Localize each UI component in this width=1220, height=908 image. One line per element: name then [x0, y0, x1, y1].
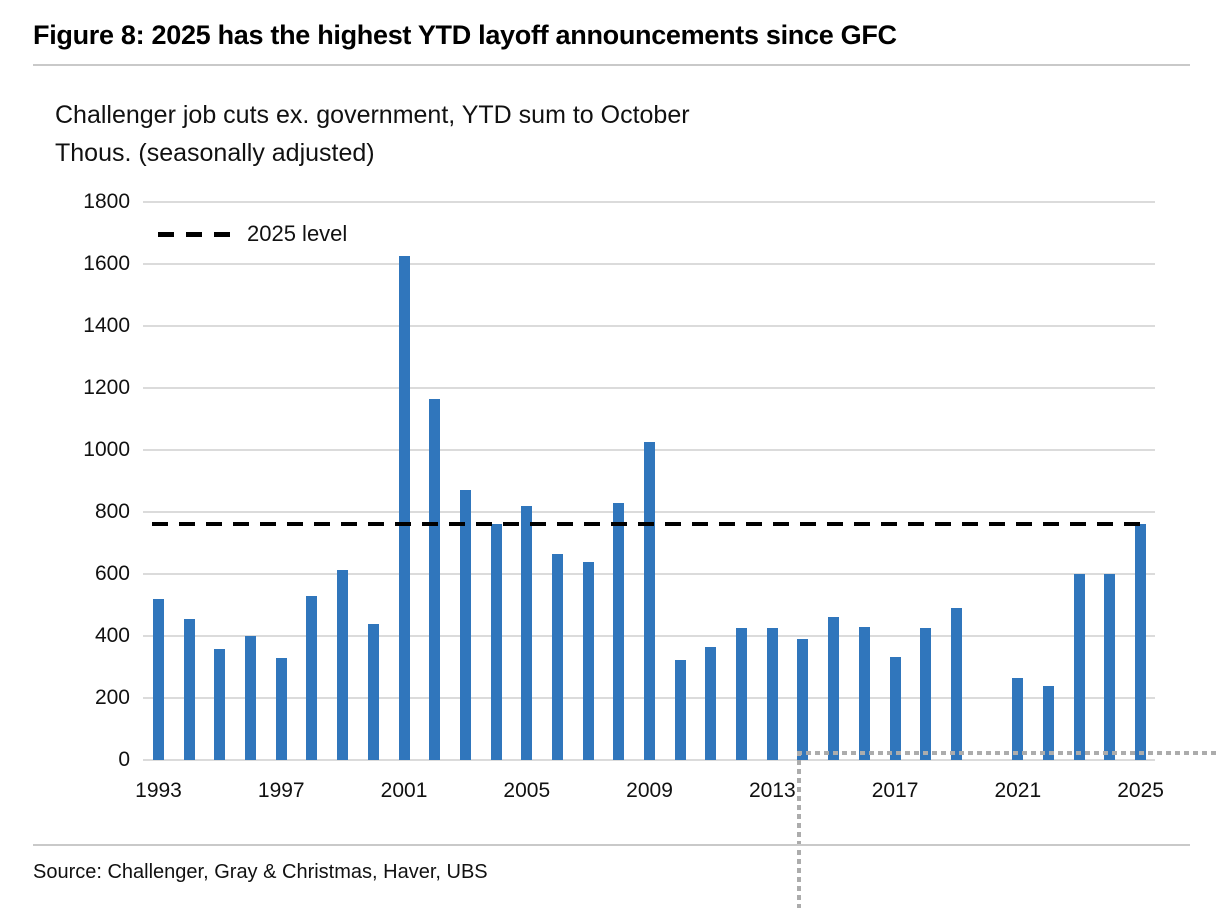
y-axis-tick-label-1600: 1600: [83, 252, 130, 275]
bar-2025: [1135, 523, 1147, 760]
gridline-1800: [143, 201, 1155, 203]
gridline-1200: [143, 387, 1155, 389]
bar-1999: [337, 570, 349, 760]
bar-2007: [582, 562, 594, 760]
chart-subtitle-line2: Thous. (seasonally adjusted): [55, 139, 375, 167]
x-axis-tick-label-1993: 1993: [135, 779, 182, 802]
bar-2011: [705, 646, 717, 760]
bar-2005: [521, 506, 533, 760]
crosshair-vertical-dotted-line: [797, 751, 801, 908]
bar-2017: [889, 657, 901, 760]
x-axis-tick-label-2001: 2001: [380, 779, 428, 802]
y-axis-tick-label-1800: 1800: [83, 190, 130, 213]
bar-1993: [153, 598, 164, 760]
x-axis-tick-label-2013: 2013: [748, 779, 796, 802]
x-axis: 1993 1997 2001 2005 2009 2013 2017 2021 2025: [135, 779, 1164, 809]
gridline-1600: [143, 263, 1155, 265]
y-axis: 0 200 400 600 800 1000 1200 1400 1600 1800: [0, 191, 130, 771]
bar-2018: [920, 627, 932, 760]
bar-2019: [950, 608, 962, 760]
x-axis-tick-label-2021: 2021: [994, 779, 1042, 802]
bar-2008: [613, 502, 625, 760]
bar-2024: [1104, 574, 1116, 760]
y-axis-tick-label-1200: 1200: [83, 376, 130, 399]
bar-2013: [766, 628, 778, 760]
bar-2010: [674, 659, 686, 760]
bar-1996: [245, 636, 257, 760]
y-axis-tick-label-0: 0: [118, 748, 130, 771]
legend-label: 2025 level: [247, 221, 348, 246]
bar-2000: [367, 623, 379, 760]
bar-2023: [1073, 573, 1085, 760]
gridline-1400: [143, 325, 1155, 327]
reference-line-2025-level: [152, 521, 1148, 526]
y-axis-tick-label-800: 800: [94, 500, 130, 523]
chart-subtitle-line1: Challenger job cuts ex. government, YTD …: [55, 101, 690, 129]
title-divider-rule: [33, 64, 1190, 66]
bar-1997: [275, 657, 287, 760]
y-axis-tick-label-400: 400: [94, 624, 130, 647]
x-axis-tick-label-1997: 1997: [257, 779, 305, 802]
bar-2004: [490, 523, 502, 760]
gridline-0: [143, 759, 1155, 761]
crosshair-horizontal-dotted-line: [797, 751, 1220, 755]
plot-area: 2025 level: [143, 201, 1155, 761]
dashed-line-legend-swatch: [158, 231, 230, 237]
x-axis-tick-label-2025: 2025: [1117, 779, 1164, 802]
bar-1994: [183, 618, 195, 760]
bar-2022: [1043, 685, 1054, 760]
bar-2003: [459, 489, 471, 760]
bar-2021: [1012, 677, 1024, 760]
bar-2012: [736, 627, 748, 760]
x-axis-tick-label-2009: 2009: [626, 779, 673, 802]
bar-2002: [429, 399, 441, 760]
bar-2016: [858, 626, 870, 760]
chart-legend: 2025 level: [158, 219, 347, 249]
y-axis-tick-label-200: 200: [94, 686, 130, 709]
source-note: Source: Challenger, Gray & Christmas, Ha…: [33, 861, 488, 883]
y-axis-tick-label-1400: 1400: [83, 314, 130, 337]
bar-1998: [306, 595, 318, 760]
chart-subtitle: Challenger job cuts ex. government, YTD …: [55, 96, 690, 172]
bar-1995: [214, 649, 226, 760]
x-axis-tick-label-2017: 2017: [871, 779, 919, 802]
bar-2014: [797, 639, 809, 760]
bar-2006: [551, 553, 563, 760]
bar-2009: [644, 442, 656, 760]
y-axis-tick-label-600: 600: [94, 562, 130, 585]
y-axis-tick-label-1000: 1000: [83, 438, 130, 461]
bar-2001: [398, 256, 410, 760]
figure-title: Figure 8: 2025 has the highest YTD layof…: [33, 20, 897, 50]
footer-divider-rule: [33, 844, 1190, 846]
bar-2015: [828, 617, 840, 760]
x-axis-tick-label-2005: 2005: [503, 779, 551, 802]
